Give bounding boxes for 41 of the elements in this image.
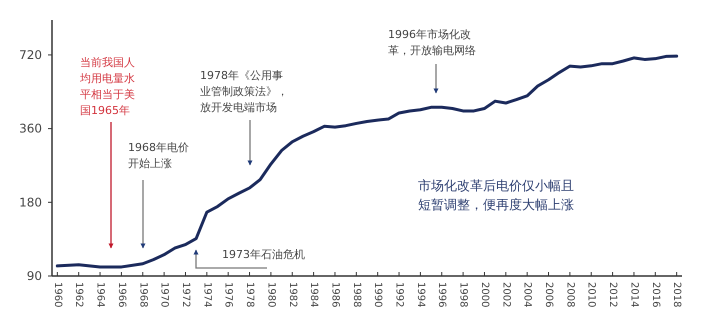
annotation: 1978年《公用事业管制政策法》，放开发电端市场 (200, 69, 288, 114)
x-tick-label: 2002 (500, 282, 512, 308)
x-tick-label: 2016 (650, 282, 661, 308)
x-tick-label: 1966 (116, 282, 127, 308)
x-tick-label: 1994 (414, 282, 426, 308)
x-tick-label: 2000 (478, 282, 490, 308)
x-tick-label: 1988 (350, 282, 362, 308)
annotation: 市场化改革后电价仅小幅且短暂调整，便再度大幅上涨 (418, 179, 574, 213)
y-tick-label: 90 (26, 269, 42, 283)
x-tick-label: 1980 (265, 282, 276, 308)
x-tick-label: 2018 (671, 282, 682, 308)
x-tick-label: 2010 (586, 282, 597, 308)
x-tick-label: 1974 (201, 282, 212, 308)
x-tick-label: 1968 (137, 282, 148, 308)
x-tick-label: 2014 (628, 282, 640, 308)
x-tick-label: 1962 (73, 282, 84, 308)
x-tick-label: 1978 (244, 282, 256, 308)
y-tick-label: 180 (19, 195, 42, 210)
x-tick-label: 1964 (94, 282, 106, 308)
x-tick-label: 1992 (394, 282, 405, 308)
x-tick-label: 2004 (522, 282, 533, 308)
annotation: 1968年电价开始上涨 (128, 141, 189, 170)
x-tick-label: 1970 (158, 282, 170, 308)
x-tick-label: 2012 (607, 282, 618, 308)
x-tick-label: 1976 (222, 282, 234, 308)
x-tick-label: 1960 (52, 282, 63, 308)
y-tick-label: 720 (19, 48, 42, 62)
line-series (56, 54, 678, 268)
x-tick-label: 2006 (543, 282, 554, 308)
x-tick-label: 1972 (180, 282, 191, 308)
x-tick-label: 1986 (329, 282, 340, 308)
x-tick-label: 1990 (372, 282, 384, 308)
annotation: 当前我国人均用电量水平相当于美国1965年 (79, 56, 135, 117)
annotation: 1973年石油危机 (222, 248, 305, 261)
y-tick-label: 360 (19, 122, 42, 136)
annotation: 1996年市场化改革，开放输电网络 (388, 28, 476, 57)
x-tick-label: 1998 (458, 282, 469, 308)
x-tick-label: 2008 (564, 282, 576, 308)
x-tick-label: 1996 (436, 282, 448, 308)
x-tick-label: 1984 (308, 282, 320, 308)
x-tick-label: 1982 (286, 282, 298, 308)
